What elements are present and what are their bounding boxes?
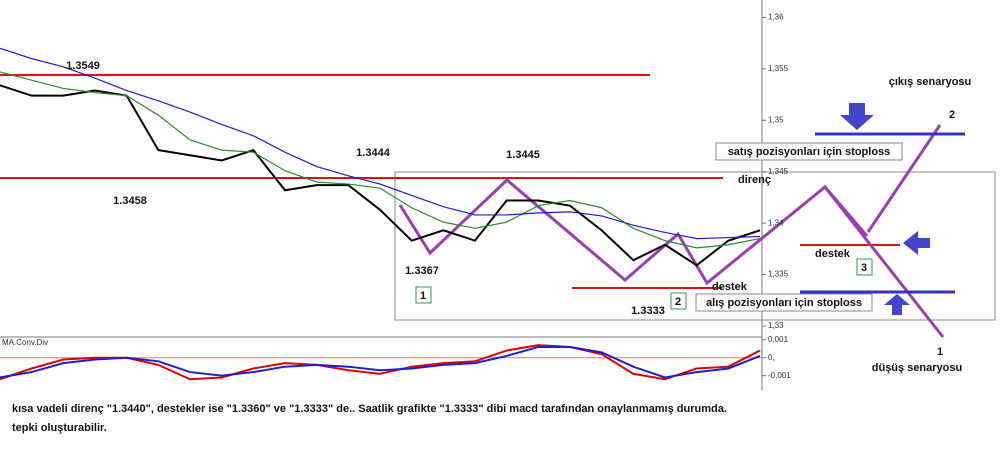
annotation: destek	[815, 248, 851, 260]
annotation: 3	[861, 262, 867, 274]
arrow-up	[884, 294, 910, 315]
annotation: 1.3549	[66, 60, 100, 72]
y-tick-label: 1,36	[768, 13, 784, 22]
annotation: 1.3445	[506, 149, 540, 161]
layout	[0, 0, 996, 390]
scenario-up	[866, 124, 942, 233]
annotation: destek	[712, 281, 748, 293]
y-tick-label: 0,001	[768, 335, 789, 344]
y-tick-label: 1,34	[768, 218, 784, 227]
caption: tepki oluşturabilir.	[12, 422, 107, 434]
annotation: 1	[420, 290, 426, 302]
annotation: 2	[675, 296, 681, 308]
series-line	[0, 345, 761, 379]
arrow-left	[903, 231, 930, 255]
annotation: 1.3333	[631, 305, 665, 317]
y-tick-label: 1,345	[768, 167, 789, 176]
scenario-down	[823, 186, 945, 338]
label-box	[715, 142, 903, 161]
annotation: satış pozisyonları için stoploss	[728, 146, 891, 158]
zigzag	[398, 177, 869, 286]
annotation: çıkış senaryosu	[889, 76, 972, 88]
y-tick-label: 1,355	[768, 64, 789, 73]
series-line	[0, 84, 761, 267]
annotation: düşüş senaryosu	[872, 362, 962, 374]
number-box	[415, 286, 432, 304]
annotation: 1.3444	[356, 147, 391, 159]
annotation: 1.3458	[113, 195, 147, 207]
annotation: 1.3367	[405, 265, 439, 277]
y-tick-label: -0,001	[768, 371, 791, 380]
scenario-box	[394, 171, 996, 321]
annotation: alış pozisyonları için stoploss	[706, 297, 862, 309]
y-tick-label: 1,335	[768, 270, 789, 279]
label-box	[695, 293, 873, 312]
caption: kısa vadeli direnç "1.3440", destekler i…	[12, 403, 727, 415]
arrow-down	[840, 103, 874, 130]
annotation: 2	[949, 109, 955, 121]
number-box	[670, 292, 687, 310]
series-line	[0, 47, 761, 240]
annotation: 1	[937, 346, 943, 358]
series-line	[0, 71, 761, 249]
y-tick-label: 1,33	[768, 321, 784, 330]
annotation: direnç	[738, 174, 771, 186]
series-line	[0, 344, 761, 381]
panel-title: MA.Conv.Div	[2, 338, 48, 347]
number-box	[856, 258, 873, 276]
y-tick-label: 1,35	[768, 115, 784, 124]
y-tick-label: 0,	[768, 353, 775, 362]
